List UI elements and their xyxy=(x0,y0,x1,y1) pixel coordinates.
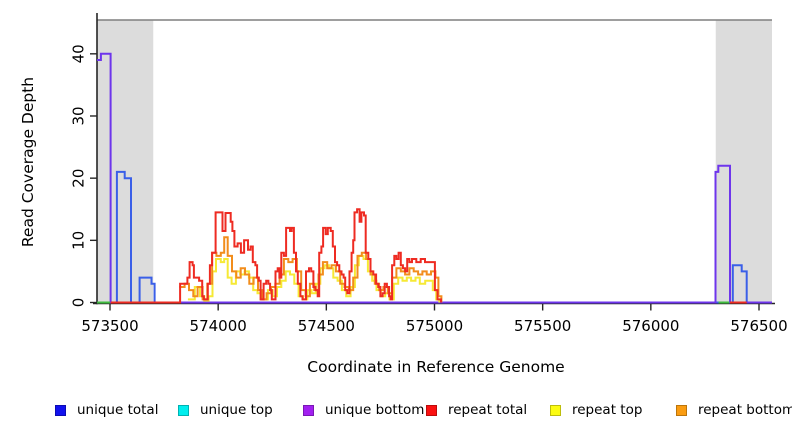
legend-swatch-icon xyxy=(676,404,687,416)
legend-item-repeat-total: repeat total xyxy=(426,401,527,419)
x-tick-label: 575000 xyxy=(406,317,463,335)
y-tick-label: 30 xyxy=(70,106,88,125)
masked-regions xyxy=(97,20,772,304)
y-tick-label: 10 xyxy=(70,231,88,250)
legend-swatch-icon xyxy=(303,404,314,416)
x-tick-label: 574500 xyxy=(298,317,355,335)
masked-region-left xyxy=(97,20,154,304)
x-axis-title: Coordinate in Reference Genome xyxy=(307,358,564,376)
x-tick-label: 573500 xyxy=(81,317,138,335)
series-lines xyxy=(97,52,772,304)
legend-label: repeat bottom xyxy=(698,402,792,418)
legend-label: unique bottom xyxy=(325,402,425,418)
x-tick-label: 576500 xyxy=(730,317,787,335)
legend-label: repeat top xyxy=(572,402,643,418)
legend-item-repeat-bottom: repeat bottom xyxy=(676,401,792,419)
y-tick-label: 20 xyxy=(70,169,88,188)
y-tick-label: 40 xyxy=(70,44,88,63)
legend-swatch-icon xyxy=(550,404,561,416)
series-repeat-total-line xyxy=(110,208,442,304)
legend-item-unique-bottom: unique bottom xyxy=(303,401,424,419)
x-tick-label: 574000 xyxy=(190,317,247,335)
legend: unique total unique top unique bottom repea… xyxy=(0,401,792,425)
plot-frame xyxy=(93,13,775,305)
legend-label: unique total xyxy=(77,402,159,418)
series-unique-bottom-line xyxy=(97,52,772,304)
legend-label: unique top xyxy=(200,402,273,418)
y-axis-title: Read Coverage Depth xyxy=(19,77,37,247)
legend-item-repeat-top: repeat top xyxy=(550,401,642,419)
series-unique-total-line xyxy=(97,170,772,304)
series-repeat-top-line xyxy=(187,254,441,303)
axis-ticks: 573500 574000 574500 575000 575500 576000 5765… xyxy=(70,44,788,335)
legend-item-unique-total: unique total xyxy=(55,401,158,419)
masked-region-right xyxy=(715,20,772,304)
x-tick-label: 576000 xyxy=(622,317,679,335)
legend-swatch-icon xyxy=(178,404,189,416)
y-tick-label: 0 xyxy=(70,298,88,308)
legend-item-unique-top: unique top xyxy=(178,401,273,419)
legend-label: repeat total xyxy=(448,402,528,418)
legend-swatch-icon xyxy=(426,404,437,416)
legend-swatch-icon xyxy=(55,404,66,416)
x-tick-label: 575500 xyxy=(514,317,571,335)
